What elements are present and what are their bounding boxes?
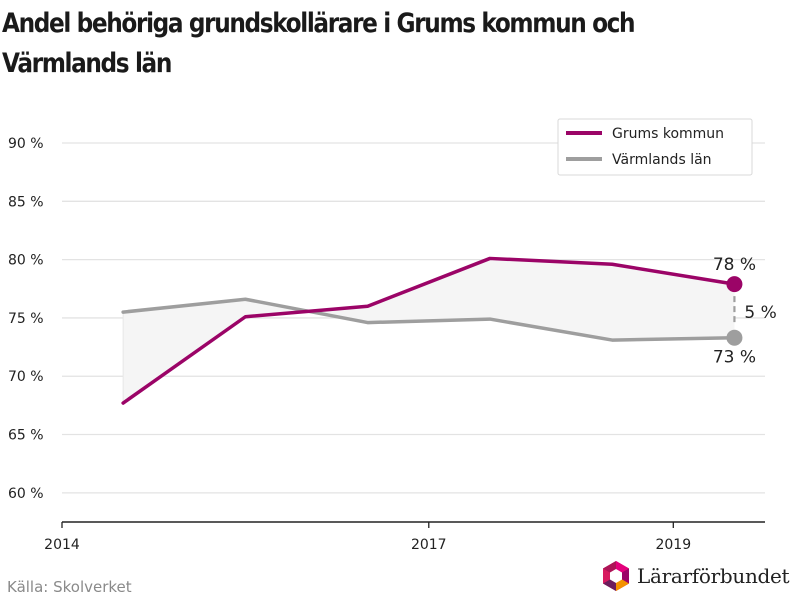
x-tick-label: 2019 (655, 537, 691, 553)
y-tick-label: 85 % (8, 194, 44, 210)
y-tick-label: 90 % (8, 136, 44, 152)
legend: Grums kommun Värmlands län (557, 118, 753, 176)
difference-label: 5 % (744, 303, 776, 323)
logo-text: Lärarförbundet (637, 564, 790, 588)
chart-title-line-2: Värmlands län (2, 48, 172, 79)
legend-box (557, 118, 753, 176)
varmland-end-point (726, 329, 743, 346)
x-tick-label: 2017 (411, 537, 447, 553)
varmland-end-label: 73 % (713, 348, 756, 368)
series-lines (121, 256, 737, 405)
y-tick-label: 80 % (8, 253, 44, 269)
series-line-grums-kommun (121, 256, 737, 405)
legend-label: Värmlands län (612, 152, 712, 168)
x-tick-label: 2014 (44, 537, 80, 553)
source-note: Källa: Skolverket (7, 578, 132, 596)
y-tick-label: 65 % (8, 428, 44, 444)
logo: Lärarförbundet (601, 560, 790, 592)
y-axis: 60 % 65 % 70 % 75 % 80 % 85 % 90 % (8, 136, 44, 502)
end-annotations: 78 % 73 % 5 % (713, 255, 777, 368)
chart-title: Andel behöriga grundskollärare i Grums k… (2, 4, 681, 84)
lararforbundet-hexagon-logo-icon (603, 561, 629, 591)
gap-area-fill (123, 258, 735, 404)
y-tick-label: 70 % (8, 369, 44, 385)
chart-title-line-1: Andel behöriga grundskollärare i Grums k… (2, 8, 636, 39)
gap-area (122, 258, 735, 404)
y-tick-label: 75 % (8, 311, 44, 327)
grums-end-label: 78 % (713, 255, 756, 275)
legend-label: Grums kommun (612, 126, 724, 142)
x-axis: 2014 2017 2019 (44, 521, 765, 553)
series-line-varmlands-lan (121, 297, 737, 342)
y-tick-label: 60 % (8, 486, 44, 502)
grums-end-point (726, 276, 743, 293)
